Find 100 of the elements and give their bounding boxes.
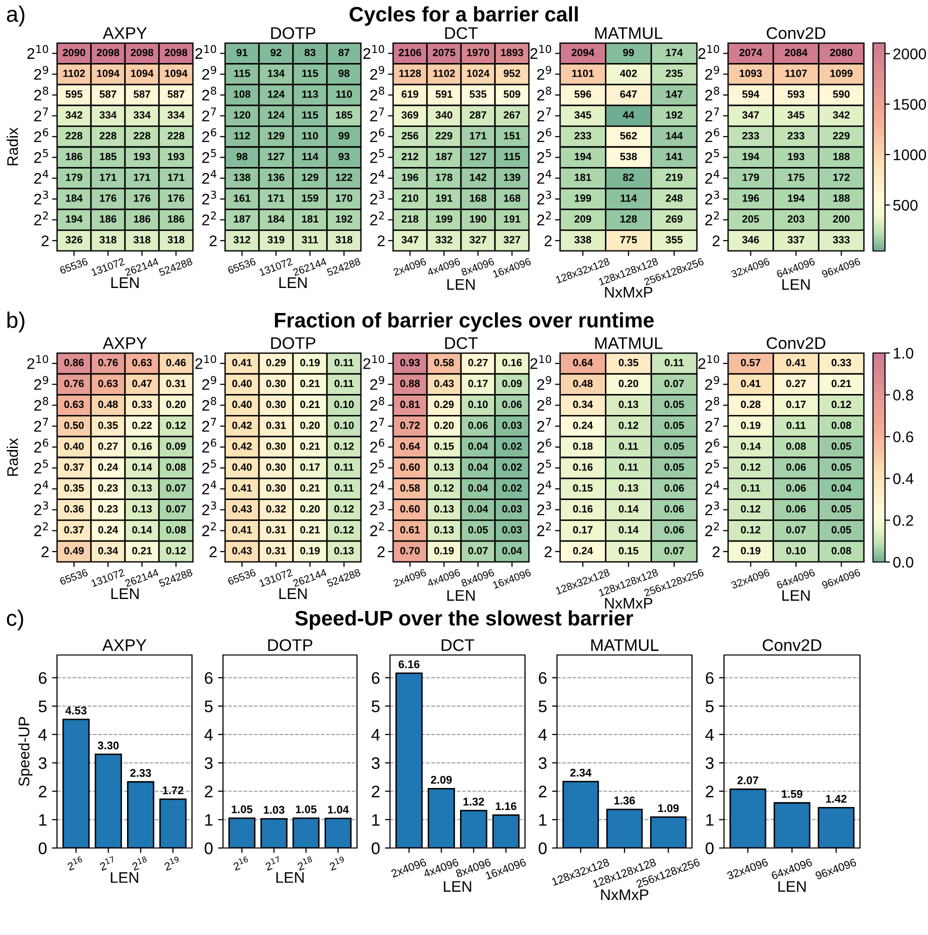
- y-tick-label: 2: [38, 786, 46, 798]
- data-label: 0.08: [832, 546, 852, 554]
- data-label: 538: [620, 152, 637, 160]
- data-label: 0.02: [502, 442, 522, 450]
- data-label: 0.17: [573, 526, 593, 534]
- y-tick-label: 2$^{10}$: [27, 355, 48, 369]
- data-label: 591: [436, 90, 452, 98]
- y-tick-label: 2$^{7}$: [705, 108, 720, 122]
- data-label: 345: [574, 111, 592, 119]
- data-label: 187: [234, 215, 250, 223]
- data-label: 319: [268, 236, 284, 244]
- y-tick-label: 2: [712, 235, 720, 246]
- y-tick-label: 2$^{5}$: [537, 460, 551, 474]
- data-label: 194: [742, 152, 760, 160]
- color-bar-label: 0.6: [893, 431, 914, 442]
- data-label: 0.35: [618, 358, 638, 366]
- text: b): [7, 312, 24, 332]
- data-label: 0.13: [618, 400, 638, 408]
- y-tick-label: 2$^{4}$: [34, 170, 48, 184]
- data-label: 1024: [467, 70, 490, 77]
- data-label: 345: [788, 111, 804, 119]
- data-label: 209: [574, 215, 592, 223]
- data-label: 0.22: [132, 422, 152, 429]
- y-tick-label: 6: [538, 672, 547, 684]
- y-tick-label: 2$^{7}$: [202, 418, 216, 432]
- y-tick-label: 2$^{2}$: [202, 522, 216, 536]
- data-label: 0.30: [266, 484, 286, 492]
- data-label: 98: [338, 70, 350, 77]
- data-label: 0.06: [664, 526, 684, 534]
- y-tick-label: 2$^{2}$: [202, 211, 216, 226]
- data-label: 2080: [830, 48, 852, 56]
- data-label: 196: [402, 174, 418, 181]
- x-axis-title: LEN: [276, 872, 304, 883]
- data-label: 129: [268, 132, 284, 140]
- data-label: 0.43: [434, 380, 454, 388]
- data-label: 185: [336, 111, 352, 119]
- data-label: 0.76: [64, 380, 84, 388]
- x-tick-label: 2$^{19}$: [163, 856, 181, 871]
- y-tick-label: 2$^{6}$: [705, 438, 720, 452]
- data-label: 0.06: [786, 463, 806, 471]
- data-label: 129: [302, 174, 318, 181]
- data-label: 0.30: [266, 442, 286, 450]
- data-label: 112: [234, 132, 250, 140]
- data-label: 0.12: [434, 484, 454, 492]
- y-tick-label: 2: [538, 786, 546, 798]
- data-label: 1.59: [782, 790, 802, 798]
- data-label: 219: [666, 174, 682, 181]
- data-label: 334: [134, 111, 151, 119]
- y-tick-label: 2$^{10}$: [363, 355, 384, 369]
- data-label: 0.04: [468, 505, 488, 513]
- data-label: 0.57: [740, 358, 760, 366]
- text: c): [6, 610, 24, 630]
- y-tick-label: 6: [372, 672, 380, 684]
- data-label: 0.27: [786, 380, 806, 388]
- data-label: 326: [66, 236, 82, 244]
- data-label: 120: [234, 111, 250, 119]
- data-label: 0.09: [502, 380, 522, 388]
- data-label: 171: [100, 174, 116, 181]
- data-label: 171: [168, 174, 184, 181]
- data-label: 0.21: [300, 484, 320, 492]
- data-label: 0.13: [334, 546, 354, 554]
- color-bar-label: 2000: [893, 48, 926, 60]
- y-tick-label: 0: [38, 842, 47, 854]
- data-label: 199: [574, 194, 592, 202]
- data-label: 0.93: [400, 358, 420, 366]
- data-label: 0.11: [741, 484, 760, 492]
- data-label: 0.12: [166, 546, 186, 554]
- data-label: 6.16: [398, 660, 420, 668]
- data-label: 0.08: [166, 463, 186, 471]
- y-tick-label: 2$^{2}$: [705, 522, 719, 536]
- data-label: 0.16: [573, 463, 593, 471]
- y-tick-label: 2$^{2}$: [537, 522, 551, 536]
- y-tick-label: 2$^{5}$: [705, 460, 719, 474]
- data-label: 1128: [399, 70, 421, 77]
- data-label: 0.05: [832, 505, 852, 513]
- data-label: 2.09: [430, 776, 452, 784]
- data-label: 0.06: [468, 422, 488, 429]
- chart-title: AXPY: [102, 27, 147, 39]
- data-label: 0.28: [740, 400, 760, 408]
- y-tick-label: 2: [706, 786, 714, 798]
- y-tick-label: 2$^{4}$: [537, 480, 552, 494]
- data-label: 0.14: [618, 505, 639, 513]
- data-label: 190: [470, 215, 486, 223]
- data-label: 0.11: [619, 463, 638, 471]
- y-tick-label: 2$^{3}$: [705, 190, 720, 204]
- data-label: 144: [666, 132, 683, 140]
- data-label: 0.34: [98, 546, 118, 554]
- data-label: 0.60: [400, 505, 420, 513]
- x-axis-title: NxMxP: [605, 286, 652, 298]
- data-label: 124: [268, 90, 285, 98]
- data-label: 186: [100, 215, 116, 223]
- data-label: 342: [66, 111, 82, 119]
- data-label: 113: [302, 90, 318, 98]
- chart-title: DCT: [442, 639, 474, 651]
- x-axis-title: LEN: [447, 590, 475, 601]
- color-bar-label: 1.0: [894, 348, 914, 359]
- y-tick-label: 0: [706, 842, 714, 854]
- y-tick-label: 2$^{3}$: [370, 190, 384, 204]
- y-axis-title: Speed-UP: [18, 717, 32, 786]
- data-label: 1102: [63, 70, 85, 77]
